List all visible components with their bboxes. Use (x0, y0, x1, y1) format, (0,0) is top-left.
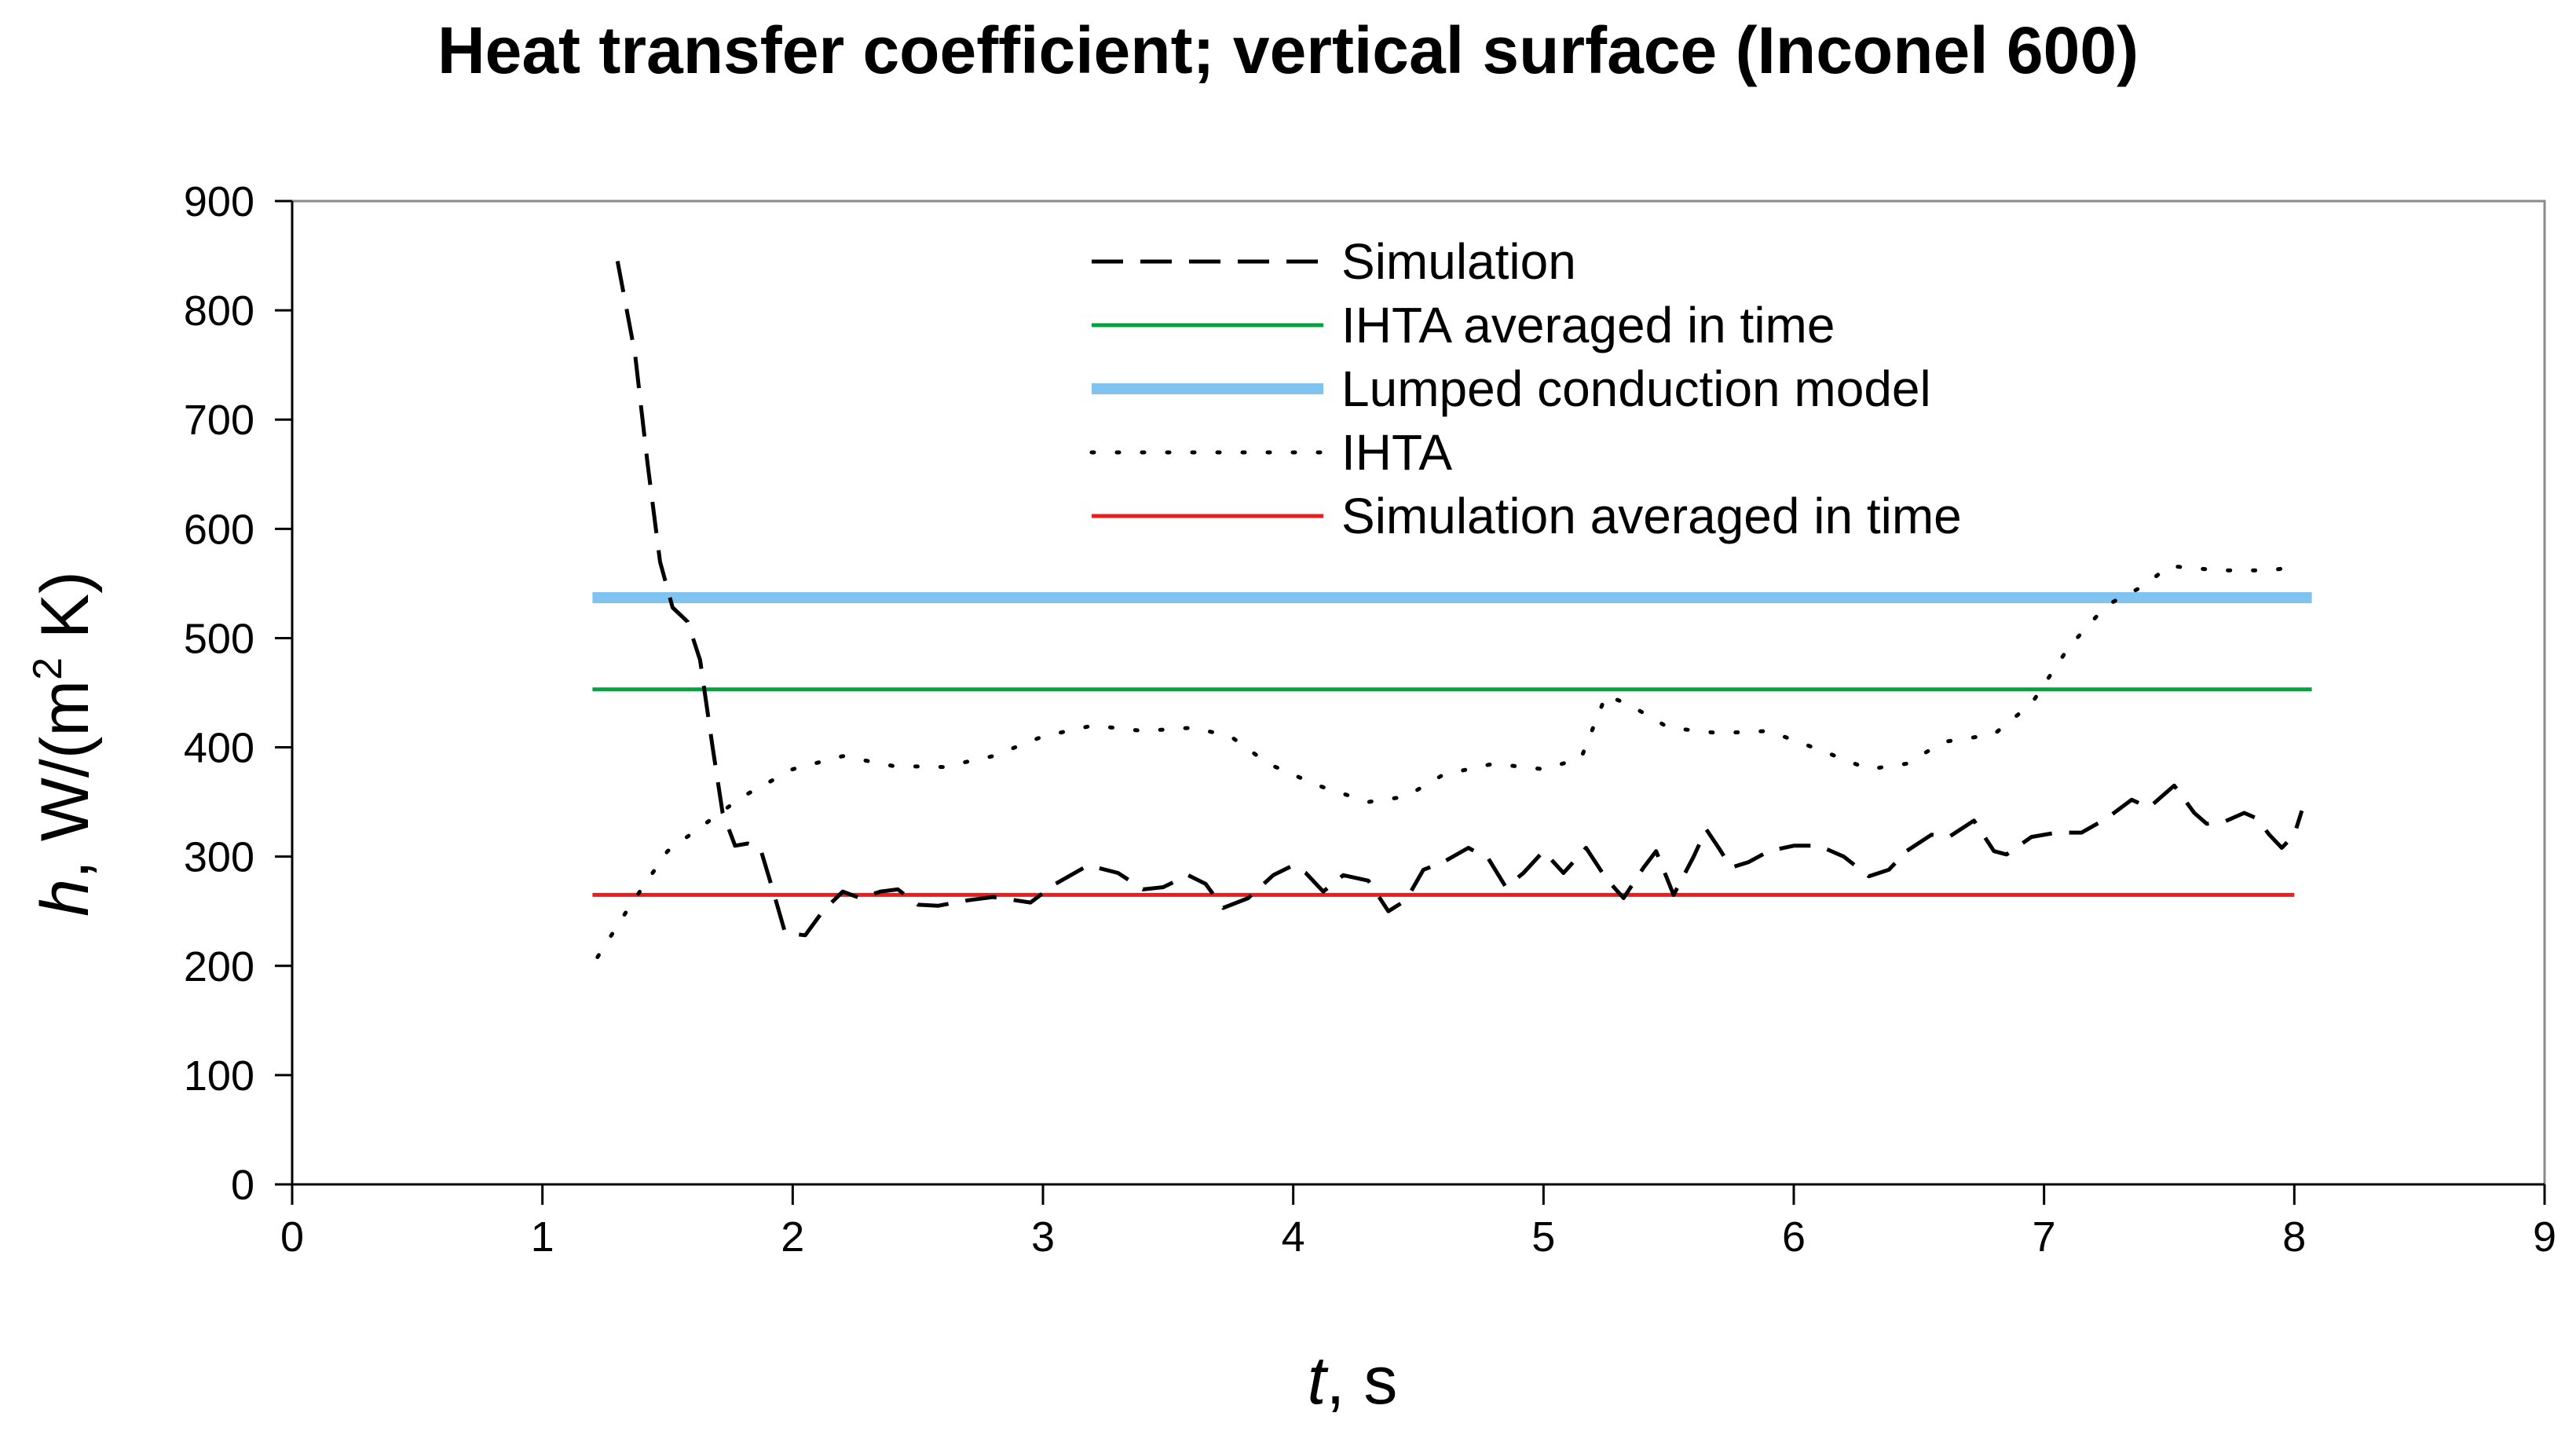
x-tick-label: 5 (1531, 1213, 1555, 1261)
x-axis-label: t, s (1308, 1343, 1398, 1418)
legend-label: IHTA averaged in time (1341, 297, 1835, 353)
legend-label: Simulation (1341, 233, 1576, 290)
y-axis-label: h, W/(m2 K) (25, 571, 103, 917)
x-tick-label: 1 (531, 1213, 554, 1261)
y-axis-label-variable: h (27, 879, 103, 917)
y-tick-label: 500 (184, 615, 254, 662)
x-tick-label: 0 (280, 1213, 304, 1261)
plot-area (592, 261, 2312, 960)
legend-label: Lumped conduction model (1341, 360, 1931, 417)
y-axis-label-unit-start: , W/(m (27, 680, 103, 879)
legend-entry-ihta-averaged-in-time: IHTA averaged in time (1092, 297, 1835, 353)
x-tick-label: 8 (2282, 1213, 2306, 1261)
legend-entry-ihta: IHTA (1089, 424, 1452, 481)
y-tick-label: 0 (231, 1162, 254, 1209)
x-tick-label: 4 (1282, 1213, 1305, 1261)
x-tick-label: 6 (1782, 1213, 1806, 1261)
legend-label: IHTA (1341, 424, 1452, 481)
legend-entry-simulation-averaged-in-time: Simulation averaged in time (1092, 488, 1962, 544)
y-tick-label: 100 (184, 1052, 254, 1100)
x-tick-label: 2 (781, 1213, 804, 1261)
x-axis-label-unit: , s (1326, 1343, 1398, 1418)
x-tick-label: 9 (2533, 1213, 2556, 1261)
x-axis-label-variable: t (1308, 1343, 1329, 1418)
y-tick-label: 800 (184, 287, 254, 335)
x-tick-label: 3 (1031, 1213, 1055, 1261)
y-tick-label: 200 (184, 943, 254, 990)
y-tick-label: 400 (184, 725, 254, 772)
series-ihta (595, 564, 2296, 960)
y-tick-label: 600 (184, 506, 254, 553)
legend-label: Simulation averaged in time (1341, 488, 1962, 544)
x-tick-label: 7 (2033, 1213, 2056, 1261)
y-tick-label: 300 (184, 834, 254, 881)
y-axis-label-superscript: 2 (25, 657, 71, 680)
svg-text:h, W/(m2 K): h, W/(m2 K) (25, 571, 103, 917)
y-axis-label-unit-end: K) (27, 571, 103, 657)
legend-entry-lumped-conduction-model: Lumped conduction model (1092, 360, 1931, 417)
chart-title: Heat transfer coefficient; vertical surf… (437, 13, 2139, 87)
legend-entry-simulation: Simulation (1092, 233, 1576, 290)
y-tick-label: 900 (184, 178, 254, 225)
axes: 0 100 200 300 400 500 600 700 800 900 0 1 2 3 4 5 6 7 8 9 (184, 178, 2556, 1261)
series-simulation (615, 261, 2304, 938)
legend: Simulation IHTA averaged in time Lumped co… (1089, 233, 1962, 544)
y-tick-label: 700 (184, 397, 254, 444)
